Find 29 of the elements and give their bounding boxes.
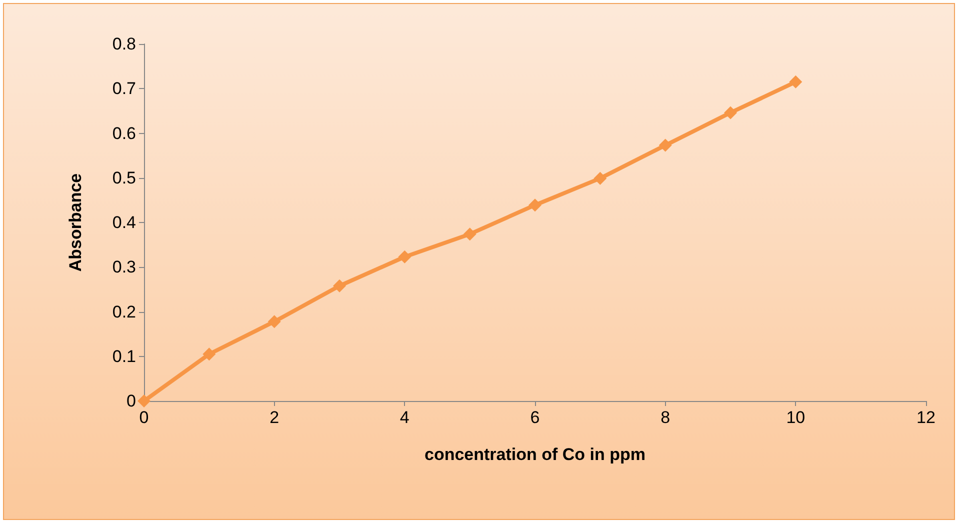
x-tick-label: 6	[530, 408, 540, 427]
y-tick-label: 0.8	[112, 34, 136, 54]
x-axis-title: concentration of Co in ppm	[424, 445, 646, 464]
point	[789, 75, 802, 88]
x-tick-label: 4	[400, 408, 410, 427]
point	[724, 106, 737, 120]
point	[594, 172, 607, 185]
y-tick-label: 0.2	[112, 302, 136, 322]
y-tick-label: 0.7	[112, 79, 136, 98]
y-tick-label: 0	[126, 392, 136, 410]
x-tick-label: 0	[139, 408, 149, 427]
y-tick-label: 0.6	[112, 124, 136, 143]
y-tick-label: 0.4	[112, 213, 136, 232]
point	[333, 279, 346, 292]
y-axis-title: Absorbance	[66, 173, 85, 272]
point	[528, 198, 542, 212]
y-tick-label: 0.1	[112, 346, 136, 366]
point	[202, 348, 216, 361]
point	[268, 315, 281, 328]
x-tick-label: 2	[270, 408, 280, 427]
point	[138, 394, 150, 408]
point	[658, 138, 672, 152]
x-tick-label: 8	[660, 408, 670, 427]
point	[463, 228, 476, 241]
y-tick-label: 0.3	[112, 258, 136, 277]
x-tick-label: 12	[916, 408, 936, 427]
point	[398, 250, 412, 264]
x-tick-label: 10	[786, 408, 806, 427]
y-tick-label: 0.5	[112, 168, 136, 188]
